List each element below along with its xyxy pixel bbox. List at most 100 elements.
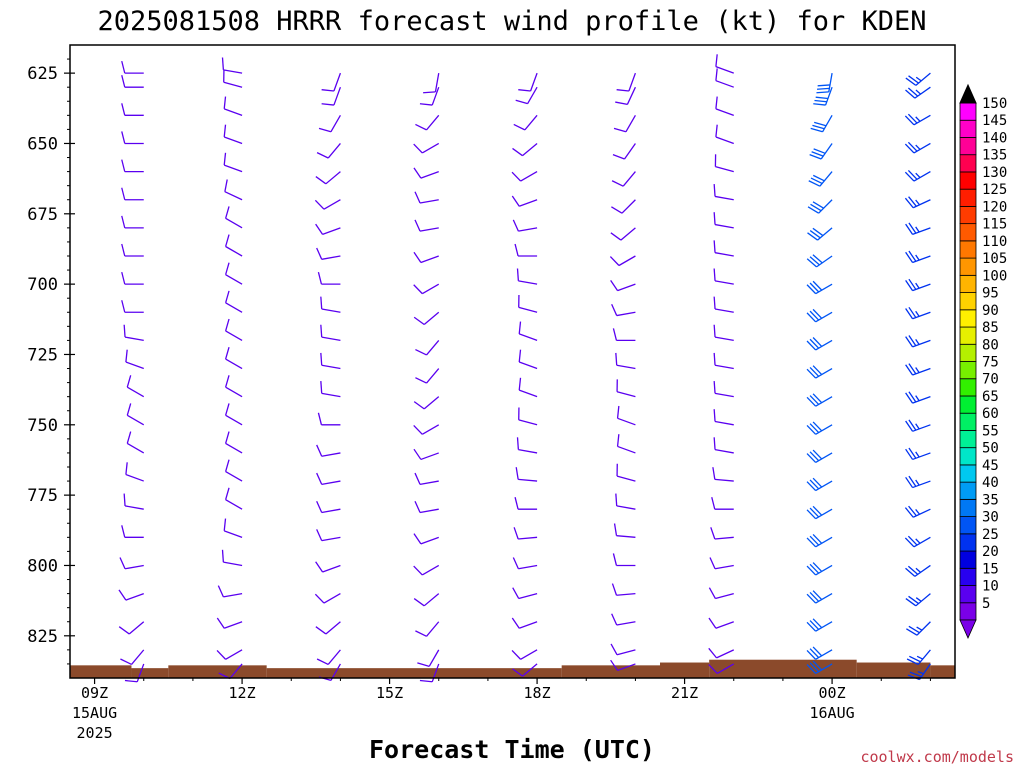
wind-barb (225, 206, 243, 229)
colorbar-swatch (959, 240, 977, 259)
barb-staff (616, 391, 636, 398)
barb-flag (225, 459, 230, 472)
wind-barb (715, 68, 734, 88)
barb-flag (812, 562, 823, 572)
wind-barb (417, 649, 440, 667)
wind-barb (806, 449, 833, 463)
wind-barb (515, 467, 538, 482)
barb-flag (613, 523, 618, 536)
barb-flag (813, 148, 826, 154)
barb-flag (611, 583, 618, 596)
barb-flag (610, 643, 618, 656)
wind-barb (225, 318, 243, 341)
barb-flag (806, 664, 817, 674)
barb-staff (618, 255, 636, 267)
barb-flag (413, 316, 425, 326)
wind-barb (413, 424, 440, 435)
barb-staff (426, 621, 440, 637)
barb-flag (124, 679, 138, 683)
barb-flag (812, 660, 823, 671)
wind-barb (516, 437, 538, 454)
barb-flag (908, 505, 917, 517)
wind-barb (905, 419, 931, 432)
wind-barb (905, 306, 931, 320)
wind-barb (121, 271, 144, 285)
wind-barb (806, 660, 833, 674)
barb-flag (413, 598, 425, 607)
barb-staff (322, 564, 341, 573)
barb-flag (610, 232, 622, 241)
barb-half-flag (915, 367, 920, 374)
barb-flag (812, 590, 823, 601)
barb-flag (908, 335, 917, 347)
barb-flag (223, 124, 227, 138)
wind-barb (320, 296, 341, 313)
barb-flag (905, 598, 917, 607)
wind-barb (316, 444, 341, 457)
wind-barb (216, 649, 243, 660)
wind-barb (316, 500, 341, 514)
wind-barb (419, 86, 440, 106)
barb-staff (616, 311, 636, 317)
colorbar-swatch (959, 274, 977, 293)
barb-staff (125, 473, 144, 482)
wind-barb (713, 240, 734, 257)
barb-staff (522, 142, 538, 157)
barb-flag (512, 557, 519, 570)
colorbar-swatch (959, 585, 977, 604)
barb-flag (908, 419, 917, 431)
wind-barb (413, 533, 439, 545)
barb-flag (810, 203, 822, 212)
barb-flag (512, 668, 523, 677)
barb-flag (316, 529, 323, 541)
barb-flag (905, 251, 914, 263)
wind-barb (225, 375, 243, 398)
wind-barb (316, 529, 341, 542)
wind-barb (225, 346, 243, 370)
barb-staff (421, 564, 440, 576)
wind-barb (413, 283, 440, 295)
barb-staff (225, 499, 243, 510)
barb-flag (515, 99, 528, 105)
wind-barb (615, 86, 637, 106)
barb-staff (321, 480, 341, 486)
wind-barb (616, 379, 636, 398)
barb-flag (813, 103, 826, 106)
x-tick-date: 16AUG (810, 704, 855, 722)
barb-flag (806, 368, 817, 379)
colorbar-swatch (959, 171, 977, 190)
wind-barb (314, 199, 341, 210)
barb-flag (809, 592, 820, 602)
colorbar-label: 145 (982, 113, 1007, 129)
wind-barb (515, 86, 538, 105)
wind-barb (905, 475, 931, 489)
barb-flag (806, 424, 817, 435)
wind-barb (126, 431, 145, 454)
barb-staff (229, 663, 243, 679)
barb-flag (225, 403, 230, 416)
wind-barb (126, 403, 145, 426)
colorbar-label: 135 (982, 148, 1007, 164)
barb-flag (518, 321, 522, 334)
barb-half-flag (915, 116, 921, 122)
barb-flag (708, 617, 717, 629)
barb-staff (715, 592, 734, 600)
barb-half-flag (915, 310, 920, 317)
wind-barb (511, 171, 538, 182)
wind-barb (518, 349, 538, 370)
wind-barb (121, 75, 144, 88)
wind-barb (715, 54, 734, 74)
barb-flag (119, 557, 126, 570)
barb-flag (616, 405, 620, 419)
barb-flag (415, 348, 427, 356)
wind-barb (225, 487, 243, 510)
barb-flag (125, 349, 128, 363)
wind-barb (610, 659, 636, 672)
barb-flag (126, 431, 132, 444)
wind-barb (806, 254, 833, 268)
barb-flag (121, 103, 126, 116)
barb-flag (423, 91, 436, 94)
barb-half-flag (917, 670, 924, 675)
barb-staff (428, 649, 440, 667)
wind-barb (905, 447, 931, 461)
